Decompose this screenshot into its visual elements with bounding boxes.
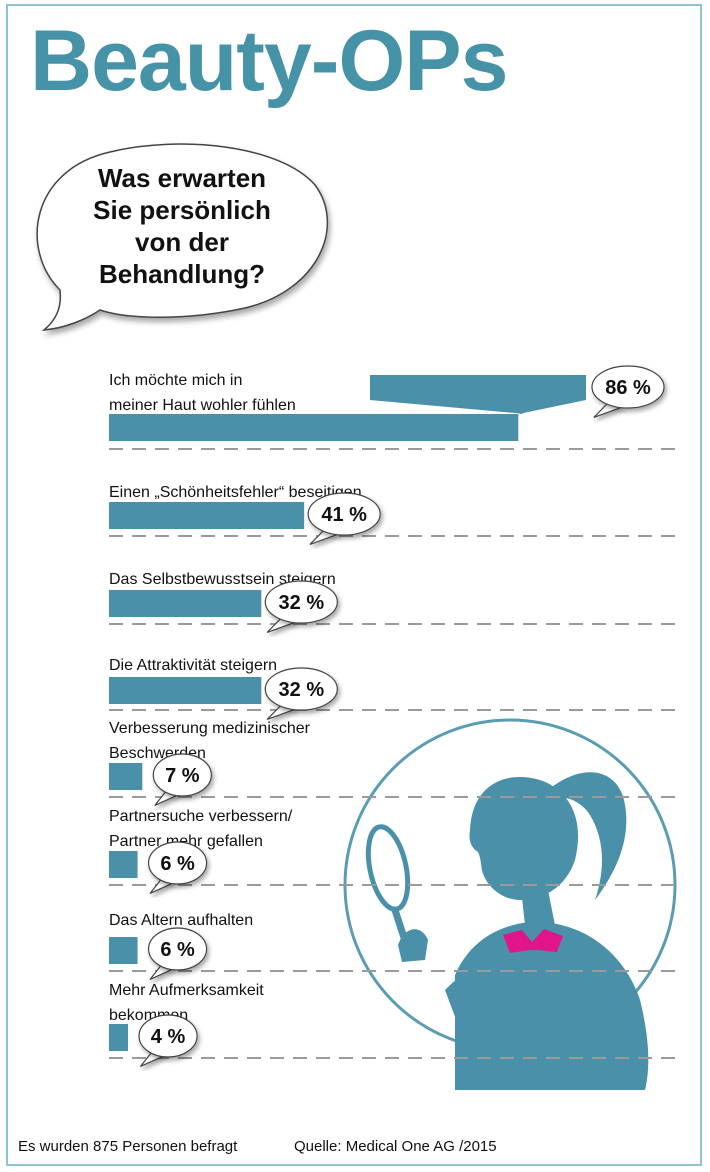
hand-mirror-icon xyxy=(365,824,428,962)
category-label: Das Selbstbewusstsein steigern xyxy=(109,571,336,588)
question-text: Was erwarten Sie persönlich von der Beha… xyxy=(62,162,302,290)
value-label: 32 % xyxy=(279,679,325,701)
woman-silhouette-icon xyxy=(445,772,649,1090)
value-bubble xyxy=(147,841,208,885)
bar xyxy=(109,1024,129,1051)
question-line: Behandlung? xyxy=(98,259,266,289)
category-label: Ich möchte mich in xyxy=(109,372,242,389)
speech-bubble-icon xyxy=(36,143,329,331)
value-label: 86 % xyxy=(605,377,651,399)
value-label: 41 % xyxy=(321,504,367,526)
woman-with-mirror-illustration xyxy=(343,718,677,1090)
category-label: Partner mehr gefallen xyxy=(109,833,263,850)
value-bubble xyxy=(264,580,338,624)
value-bubble xyxy=(591,365,665,409)
bar xyxy=(109,851,138,878)
category-label: Partnersuche verbessern/ xyxy=(109,808,293,825)
category-label: meiner Haut wohler fühlen xyxy=(109,397,296,414)
question-line: Was erwarten xyxy=(97,163,267,193)
category-label: Das Altern aufhalten xyxy=(109,912,253,929)
value-bubble xyxy=(138,1014,198,1058)
bar xyxy=(109,375,586,441)
bar xyxy=(109,502,305,529)
category-label: Mehr Aufmerksamkeit xyxy=(109,982,264,999)
bar xyxy=(109,937,138,964)
bar xyxy=(109,677,262,704)
value-bubble xyxy=(307,492,381,536)
bar xyxy=(109,590,262,617)
question-line: von der xyxy=(135,227,229,257)
footnote-source: Quelle: Medical One AG /2015 xyxy=(294,1138,497,1155)
footnote-sample-size: Es wurden 875 Personen befragt xyxy=(18,1138,238,1155)
category-label: Einen „Schönheitsfehler“ beseitigen xyxy=(109,484,362,501)
category-label: Die Attraktivität steigern xyxy=(109,657,277,674)
value-label: 6 % xyxy=(160,939,195,961)
value-label: 6 % xyxy=(160,853,195,875)
collar-icon xyxy=(503,929,563,953)
value-label: 7 % xyxy=(165,765,200,787)
bar xyxy=(109,763,143,790)
value-label: 32 % xyxy=(279,592,325,614)
infographic-frame xyxy=(6,4,702,1166)
category-label: Verbesserung medizinischer xyxy=(109,720,311,737)
value-bubble xyxy=(147,927,208,971)
question-line: Sie persönlich xyxy=(93,195,271,225)
value-bubble xyxy=(264,667,338,711)
page-title: Beauty-OPs xyxy=(30,13,508,109)
value-label: 4 % xyxy=(151,1026,186,1048)
value-bubble xyxy=(152,753,212,797)
